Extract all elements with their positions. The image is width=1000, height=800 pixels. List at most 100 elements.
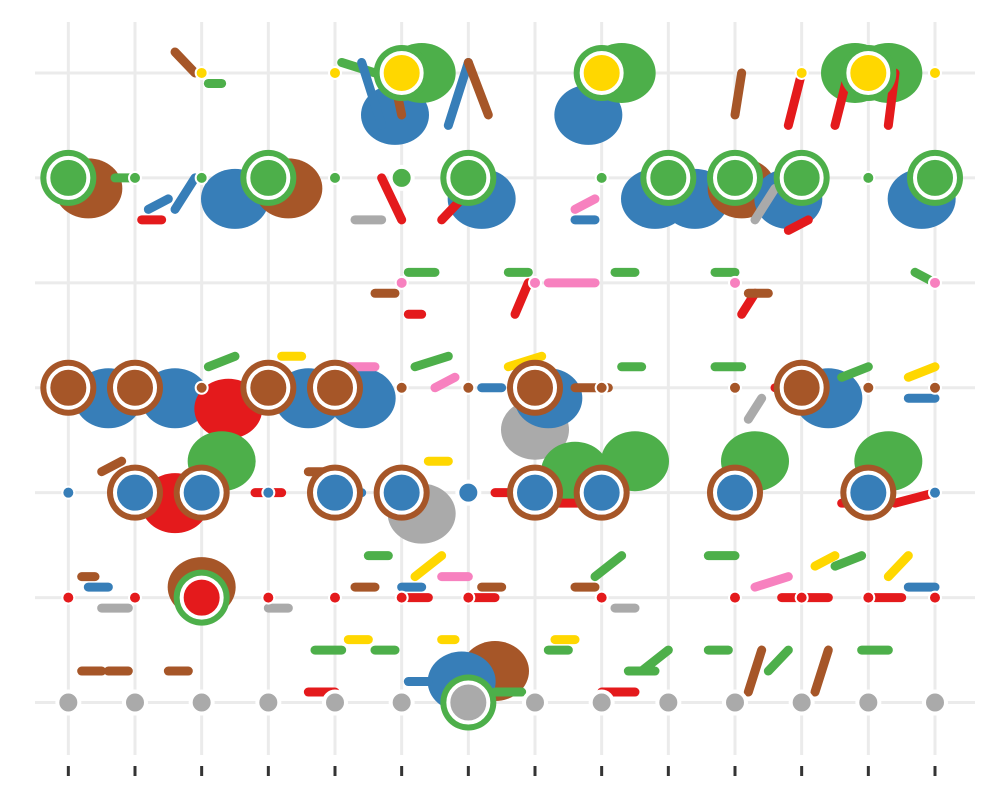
node-45	[579, 470, 624, 515]
node-27	[246, 365, 291, 410]
node-15	[646, 155, 691, 200]
node-34	[779, 365, 824, 410]
node-65	[322, 689, 348, 716]
node-72	[788, 689, 815, 716]
stroke-14	[170, 173, 200, 214]
stroke-46	[903, 362, 940, 382]
node-36	[928, 380, 942, 395]
node-5	[846, 50, 891, 95]
node-68	[522, 689, 548, 716]
stroke-45	[837, 362, 873, 382]
node-41	[313, 470, 357, 515]
node-57	[728, 590, 742, 605]
stroke-26	[510, 278, 533, 319]
node-43	[455, 479, 482, 506]
node-1	[328, 65, 342, 80]
node-74	[922, 689, 948, 716]
node-20	[394, 275, 409, 290]
node-42	[379, 470, 424, 515]
node-66	[388, 689, 415, 716]
stroke-0	[170, 47, 200, 78]
node-16	[713, 155, 757, 200]
node-3	[579, 50, 624, 95]
stroke-70	[590, 551, 627, 582]
node-67	[446, 680, 491, 725]
node-47	[846, 470, 891, 515]
stroke-77	[883, 551, 913, 582]
node-layer	[40, 44, 963, 731]
stroke-21	[783, 215, 813, 235]
node-61	[55, 689, 82, 716]
node-30	[461, 380, 476, 395]
node-73	[855, 689, 882, 716]
stroke-43	[743, 393, 767, 424]
node-39	[179, 470, 224, 515]
node-52	[261, 590, 276, 605]
node-6	[928, 65, 942, 80]
node-58	[794, 590, 809, 605]
node-23	[928, 275, 942, 290]
node-38	[113, 470, 157, 515]
node-50	[128, 590, 142, 605]
node-11	[328, 170, 342, 185]
node-32	[594, 380, 609, 395]
stroke-7	[730, 68, 747, 120]
stroke-75	[810, 551, 840, 571]
stroke-2	[337, 57, 380, 78]
stroke-73	[750, 572, 793, 592]
node-59	[861, 590, 876, 605]
node-9	[194, 170, 209, 185]
node-28	[313, 365, 357, 410]
x-axis-ticks	[66, 766, 937, 776]
node-29	[394, 380, 409, 395]
stroke-96	[810, 645, 833, 697]
node-8	[128, 170, 142, 185]
node-62	[122, 689, 148, 716]
stroke-18	[570, 194, 600, 214]
node-13	[446, 155, 491, 200]
node-19	[913, 155, 957, 200]
node-35	[861, 380, 876, 395]
node-53	[328, 590, 342, 605]
node-17	[779, 155, 824, 200]
node-22	[728, 275, 742, 290]
node-55	[461, 590, 476, 605]
stroke-layer	[77, 47, 940, 697]
node-26	[194, 380, 209, 395]
node-40	[261, 485, 276, 500]
node-31	[513, 365, 557, 410]
node-48	[928, 485, 942, 500]
node-33	[728, 380, 742, 395]
node-0	[194, 65, 209, 80]
node-12	[388, 164, 415, 191]
node-49	[61, 590, 76, 605]
node-25	[113, 365, 157, 410]
stroke-39	[503, 351, 547, 372]
node-51	[179, 575, 224, 620]
node-18	[861, 170, 876, 185]
node-2	[379, 50, 424, 95]
stroke-33	[203, 351, 240, 372]
node-10	[246, 155, 291, 200]
stroke-20	[750, 183, 780, 225]
node-14	[594, 170, 609, 185]
node-71	[722, 689, 748, 716]
node-64	[255, 689, 282, 716]
stroke-36	[410, 351, 453, 372]
node-24	[46, 365, 91, 410]
node-21	[528, 275, 542, 290]
node-60	[928, 590, 942, 605]
node-7	[46, 155, 91, 200]
node-37	[61, 485, 76, 500]
stroke-8	[783, 68, 807, 130]
node-44	[513, 470, 557, 515]
stroke-37	[430, 372, 460, 393]
stroke-48	[97, 456, 127, 477]
node-70	[655, 689, 682, 716]
stroke-5	[443, 57, 473, 130]
stroke-63	[410, 551, 447, 582]
stroke-6	[463, 57, 493, 120]
stroke-16	[377, 173, 407, 225]
stroke-12	[143, 194, 173, 214]
